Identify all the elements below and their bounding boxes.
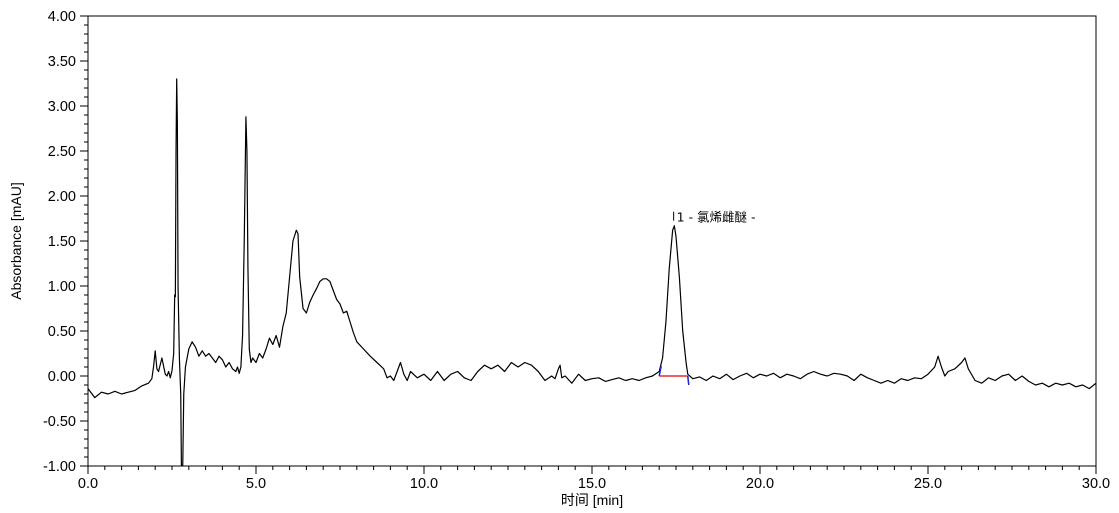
y-tick-label: 1.00 (48, 279, 76, 295)
peak-start-marker (658, 365, 662, 377)
x-tick-label: 0.0 (78, 476, 98, 492)
y-tick-label: -1.00 (43, 459, 76, 475)
x-axis-title: 时间 [min] (561, 492, 623, 508)
x-tick-label: 15.0 (578, 476, 606, 492)
y-tick-label: 1.50 (48, 234, 76, 250)
y-tick-label: 0.00 (48, 369, 76, 385)
y-tick-label: 3.50 (48, 54, 76, 70)
y-tick-label: 4.00 (48, 9, 76, 25)
x-tick-label: 10.0 (410, 476, 438, 492)
trace-layer (88, 78, 1096, 466)
peak-end-marker (687, 375, 690, 386)
y-tick-label: 2.00 (48, 189, 76, 205)
y-tick-label: 3.00 (48, 99, 76, 115)
y-tick-label: 0.50 (48, 324, 76, 340)
x-tick-label: 25.0 (914, 476, 942, 492)
x-axis: 0.0 5.0 10.0 15.0 20.0 25.0 30.0 (78, 466, 1110, 492)
y-axis: 4.00 3.50 3.00 2.50 2.00 1.50 1.00 0.50 0.00 -0.5… (43, 9, 88, 475)
x-tick-label: 5.0 (246, 476, 266, 492)
y-tick-label: 2.50 (48, 144, 76, 160)
y-tick-label: -0.50 (43, 414, 76, 430)
peak-annotation-layer: 1 - 氯烯雌醚 - (658, 210, 756, 386)
y-axis-title: Absorbance [mAU] (8, 182, 24, 300)
plot-area-frame (87, 15, 1097, 467)
peak-label: 1 - 氯烯雌醚 - (677, 210, 756, 225)
absorbance-trace (88, 78, 1096, 466)
x-tick-label: 30.0 (1082, 476, 1110, 492)
x-tick-label: 20.0 (746, 476, 774, 492)
